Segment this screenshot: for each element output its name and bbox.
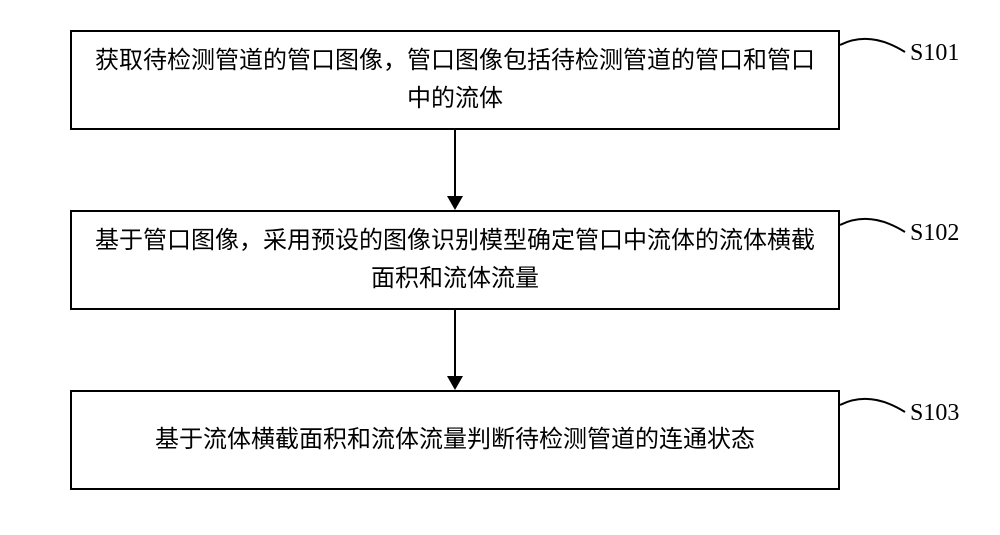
flow-node-s101: 获取待检测管道的管口图像，管口图像包括待检测管道的管口和管口中的流体	[70, 30, 840, 130]
label-s102: S102	[910, 220, 959, 247]
flow-node-s102: 基于管口图像，采用预设的图像识别模型确定管口中流体的流体横截面积和流体流量	[70, 210, 840, 310]
label-s101: S101	[910, 40, 959, 67]
flow-node-s103: 基于流体横截面积和流体流量判断待检测管道的连通状态	[70, 390, 840, 490]
connector-s101	[840, 30, 910, 60]
flowchart-canvas: 获取待检测管道的管口图像，管口图像包括待检测管道的管口和管口中的流体 S101 …	[0, 0, 1000, 535]
connector-s103	[840, 390, 910, 420]
flow-node-s103-text: 基于流体横截面积和流体流量判断待检测管道的连通状态	[155, 421, 755, 459]
connector-s102	[840, 210, 910, 240]
flow-node-s101-text: 获取待检测管道的管口图像，管口图像包括待检测管道的管口和管口中的流体	[92, 42, 818, 119]
flow-node-s102-text: 基于管口图像，采用预设的图像识别模型确定管口中流体的流体横截面积和流体流量	[92, 222, 818, 299]
label-s103: S103	[910, 400, 959, 427]
